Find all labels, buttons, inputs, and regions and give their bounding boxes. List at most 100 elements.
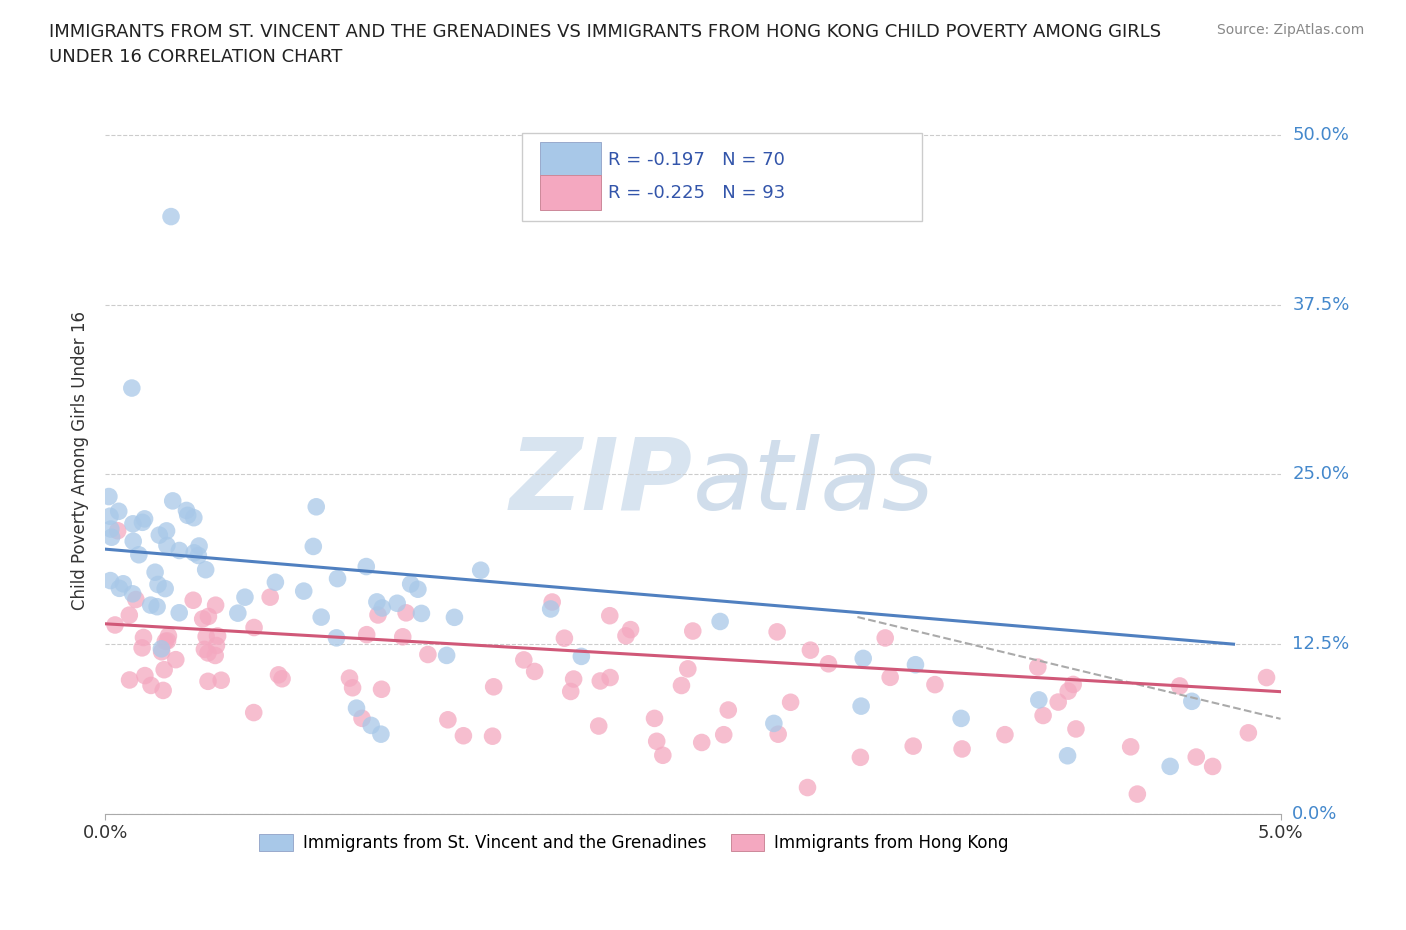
FancyBboxPatch shape [523,133,922,221]
Point [360,718,382,733]
Point [367,607,389,622]
Point [155,634,177,649]
Point [155,524,177,538]
Point [651,748,673,763]
Point [671,678,693,693]
Point [122,516,145,531]
Point [391,630,413,644]
Point [766,726,789,741]
Point [453,728,475,743]
Point [183,545,205,560]
Point [1256,671,1278,685]
Point [346,700,368,715]
Point [443,610,465,625]
Point [562,671,585,686]
Point [243,620,266,635]
Point [924,677,946,692]
Point [370,682,392,697]
Text: Source: ZipAtlas.com: Source: ZipAtlas.com [1216,23,1364,37]
Point [160,209,183,224]
Point [385,596,408,611]
Point [107,504,129,519]
Point [156,633,179,648]
Point [1168,679,1191,694]
Point [176,503,198,518]
Point [796,780,818,795]
Point [139,598,162,613]
Point [366,594,388,609]
Point [148,527,170,542]
Point [339,671,361,685]
Point [153,581,176,596]
Point [1159,759,1181,774]
Point [762,716,785,731]
Point [599,608,621,623]
Point [167,605,190,620]
Point [121,380,143,395]
Point [188,538,211,553]
Point [1185,750,1208,764]
Point [1028,693,1050,708]
Text: ZIP: ZIP [510,433,693,531]
Point [146,577,169,591]
Point [356,559,378,574]
Point [267,668,290,683]
Text: 37.5%: 37.5% [1292,296,1350,313]
Text: IMMIGRANTS FROM ST. VINCENT AND THE GRENADINES VS IMMIGRANTS FROM HONG KONG CHIL: IMMIGRANTS FROM ST. VINCENT AND THE GREN… [49,23,1161,41]
Point [226,605,249,620]
Point [183,511,205,525]
Point [326,571,349,586]
Point [146,599,169,614]
Point [177,508,200,523]
Point [482,679,505,694]
Point [309,610,332,625]
Point [1062,677,1084,692]
Point [553,631,575,645]
Text: 0.0%: 0.0% [1292,804,1337,823]
Point [108,581,131,596]
Point [849,698,872,713]
Point [193,642,215,657]
Point [904,658,927,672]
Point [112,577,135,591]
Point [150,644,173,659]
Point [139,678,162,693]
Point [302,539,325,554]
Point [187,548,209,563]
Point [994,727,1017,742]
Point [100,522,122,537]
Point [191,611,214,626]
Point [406,582,429,597]
Point [470,563,492,578]
Point [204,648,226,663]
Point [122,534,145,549]
Point [325,631,347,645]
Point [132,630,155,644]
Point [560,684,582,699]
Point [350,711,373,725]
Point [852,651,875,666]
Point [1126,787,1149,802]
Point [682,624,704,639]
Point [481,729,503,744]
Point [717,702,740,717]
Point [713,727,735,742]
Point [125,592,148,607]
Point [259,590,281,604]
Point [614,629,637,644]
FancyBboxPatch shape [540,142,602,178]
Point [131,515,153,530]
Point [371,601,394,616]
Point [204,598,226,613]
Point [437,712,460,727]
Point [104,618,127,632]
Point [233,590,256,604]
Point [205,638,228,653]
Point [645,734,668,749]
Point [162,494,184,509]
Text: R = -0.197   N = 70: R = -0.197 N = 70 [609,151,785,168]
Point [1032,708,1054,723]
Point [540,602,562,617]
Point [97,489,120,504]
Point [599,671,621,685]
